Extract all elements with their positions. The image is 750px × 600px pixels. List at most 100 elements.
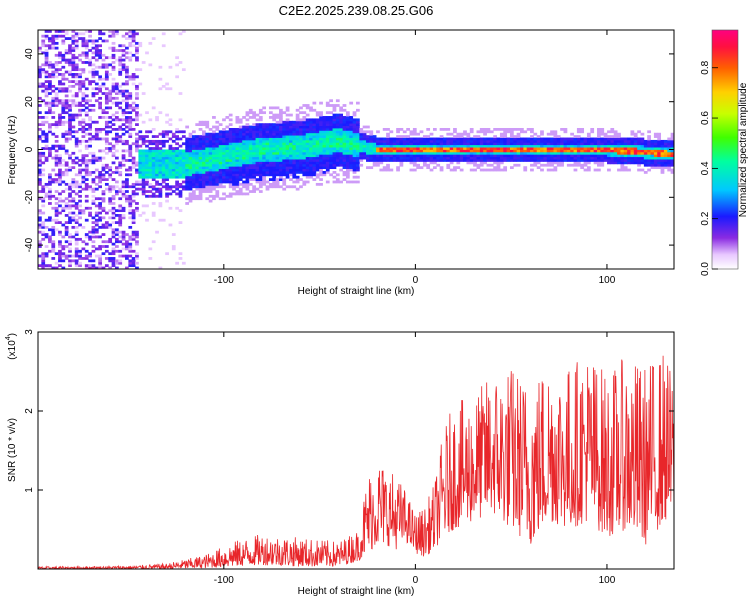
spectrogram-cell <box>432 156 437 160</box>
spectrogram-cell <box>51 46 56 50</box>
spectrogram-cell <box>175 192 179 196</box>
spectrogram-cell <box>406 154 410 158</box>
spectrogram-cell <box>78 173 82 177</box>
spectrogram-cell <box>620 137 625 141</box>
spectrogram-cell <box>98 65 102 69</box>
spectrogram-cell <box>657 139 662 143</box>
spectrogram-cell <box>71 199 76 203</box>
spectrogram-cell <box>54 104 59 107</box>
spectrogram-cell <box>215 144 220 148</box>
spectrogram-cell <box>540 159 544 162</box>
spectrogram-cell <box>101 32 106 36</box>
spectrogram-cell <box>262 142 267 146</box>
spectrogram-cell <box>41 116 46 119</box>
spectrogram-cell <box>118 187 123 191</box>
spectrogram-cell <box>151 161 156 165</box>
spectrogram-cell <box>670 149 674 153</box>
spectrogram-cell <box>228 185 233 189</box>
spectrogram-cell <box>523 130 528 134</box>
spectrogram-cell <box>238 149 243 153</box>
spectrogram-cell <box>111 259 116 263</box>
spectrogram-cell <box>409 151 414 155</box>
spectrogram-cell <box>339 139 344 143</box>
spectrogram-cell <box>493 127 497 131</box>
spectrogram-cell <box>98 159 102 162</box>
spectrogram-cell <box>98 49 102 52</box>
spectrogram-cell <box>586 144 591 148</box>
spectrogram-cell <box>51 104 56 107</box>
spectrogram-cell <box>212 161 216 165</box>
spectrogram-cell <box>248 190 253 193</box>
spectrogram-cell <box>54 252 59 256</box>
spectrogram-cell <box>165 82 169 86</box>
spectrogram-cell <box>88 132 92 136</box>
spectrogram-cell <box>339 137 344 141</box>
spectrogram-cell <box>68 44 72 48</box>
spectrogram-cell <box>71 151 76 155</box>
spectrogram-cell <box>530 154 534 158</box>
spectrogram-cell <box>466 137 471 141</box>
spectrogram-cell <box>121 92 126 95</box>
spectrogram-cell <box>202 166 206 170</box>
spectrogram-cell <box>272 144 277 148</box>
spectrogram-cell <box>78 211 82 215</box>
spectrogram-cell <box>158 194 163 198</box>
spectrogram-cell <box>289 168 293 172</box>
spectrogram-cell <box>202 159 206 162</box>
spectrogram-cell <box>245 113 250 117</box>
spectrogram-cell <box>282 135 287 138</box>
spectrogram-cell <box>222 163 226 167</box>
spectrogram-cell <box>212 171 216 174</box>
spectrogram-cell <box>238 190 243 193</box>
spectrogram-cell <box>352 180 357 184</box>
spectrogram-cell <box>319 154 323 158</box>
spectrogram-cell <box>44 132 49 136</box>
spectrogram-cell <box>228 149 233 153</box>
spectrogram-cell <box>44 34 49 38</box>
spectrogram-cell <box>489 163 494 167</box>
spectrogram-cell <box>135 235 139 239</box>
spectrogram-cell <box>262 168 267 172</box>
spectrogram-cell <box>657 147 662 150</box>
spectrogram-cell <box>265 171 270 174</box>
spectrogram-cell <box>71 30 76 33</box>
spectrogram-cell <box>486 147 491 150</box>
spectrogram-cell <box>38 156 42 160</box>
spectrogram-cell <box>540 144 544 148</box>
spectrogram-cell <box>118 173 123 177</box>
spectrogram-cell <box>38 159 42 162</box>
spectrogram-cell <box>469 142 474 146</box>
spectrogram-cell <box>379 147 384 150</box>
spectrogram-cell <box>369 139 374 143</box>
spectrogram-cell <box>386 149 390 153</box>
spectrogram-cell <box>597 142 601 146</box>
spectrogram-cell <box>349 118 354 122</box>
spectrogram-cell <box>362 156 367 160</box>
spectrogram-cell <box>145 204 149 208</box>
spectrogram-cell <box>566 156 571 160</box>
spectrogram-cell <box>553 166 558 170</box>
spectrogram-cell <box>406 127 410 131</box>
spectrogram-cell <box>135 182 139 186</box>
spectrogram-cell <box>503 139 508 143</box>
spectrogram-cell <box>98 171 102 174</box>
spectrogram-cell <box>329 159 333 162</box>
spectrogram-cell <box>265 149 270 153</box>
spectrogram-cell <box>195 175 200 179</box>
spectrogram-cell <box>125 190 129 193</box>
spectrogram-cell <box>332 154 337 158</box>
spectrogram-cell <box>61 252 66 256</box>
spectrogram-cell <box>493 151 497 155</box>
spectrogram-cell <box>660 144 665 148</box>
spectrogram-cell <box>44 182 49 186</box>
spectrogram-cell <box>305 151 310 155</box>
spectrogram-cell <box>670 137 674 141</box>
spectrogram-cell <box>329 118 333 122</box>
spectrogram-cell <box>342 125 347 129</box>
spectrogram-cell <box>64 173 69 177</box>
spectrogram-cell <box>121 192 126 196</box>
spectrogram-cell <box>399 142 404 146</box>
spectrogram-cell <box>660 171 665 174</box>
spectrogram-cell <box>305 132 310 136</box>
spectrogram-cell <box>88 123 92 126</box>
